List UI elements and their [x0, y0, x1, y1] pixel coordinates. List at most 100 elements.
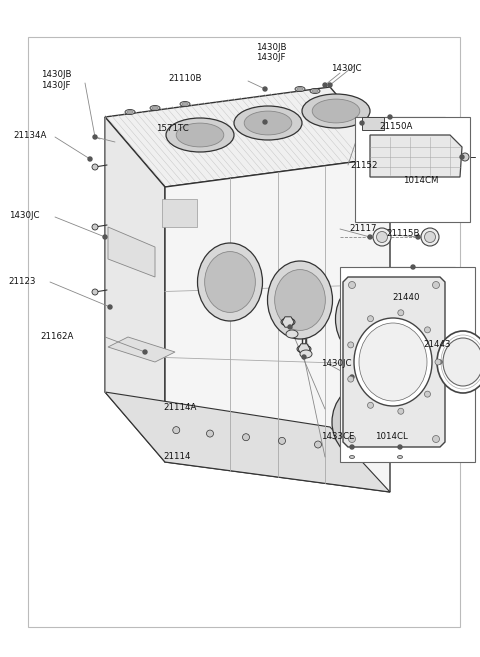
Polygon shape — [298, 344, 310, 354]
Ellipse shape — [424, 391, 431, 397]
Ellipse shape — [368, 316, 373, 322]
Circle shape — [323, 83, 327, 87]
Text: 21114: 21114 — [163, 452, 191, 461]
Circle shape — [438, 360, 442, 364]
Text: 1433CE: 1433CE — [321, 432, 354, 442]
Ellipse shape — [206, 430, 214, 437]
Circle shape — [368, 235, 372, 239]
Circle shape — [263, 120, 267, 124]
Circle shape — [143, 350, 147, 354]
Ellipse shape — [92, 224, 98, 230]
Ellipse shape — [312, 99, 360, 123]
Circle shape — [328, 83, 332, 87]
Polygon shape — [105, 87, 390, 187]
Ellipse shape — [281, 318, 295, 326]
Polygon shape — [105, 392, 390, 492]
Ellipse shape — [424, 231, 435, 242]
Ellipse shape — [443, 338, 480, 386]
Text: 1430JB
1430JF: 1430JB 1430JF — [256, 43, 287, 62]
Ellipse shape — [376, 231, 387, 242]
Circle shape — [350, 375, 354, 379]
Text: 21110B: 21110B — [168, 74, 202, 83]
Ellipse shape — [152, 106, 158, 110]
Text: 21150A: 21150A — [379, 122, 413, 131]
Ellipse shape — [435, 359, 441, 365]
Ellipse shape — [275, 269, 325, 330]
Ellipse shape — [348, 436, 356, 443]
Text: 21117: 21117 — [349, 224, 377, 233]
Ellipse shape — [92, 289, 98, 295]
Text: 21115B: 21115B — [386, 229, 420, 238]
Circle shape — [350, 445, 354, 449]
Text: 21114A: 21114A — [163, 403, 197, 412]
Ellipse shape — [348, 342, 354, 348]
Circle shape — [288, 325, 292, 329]
Ellipse shape — [348, 376, 354, 382]
Ellipse shape — [398, 309, 404, 316]
Ellipse shape — [332, 383, 404, 461]
Ellipse shape — [354, 318, 432, 406]
Ellipse shape — [204, 252, 255, 313]
Bar — [28, 37, 460, 627]
Ellipse shape — [92, 164, 98, 170]
Polygon shape — [343, 277, 445, 447]
Ellipse shape — [176, 123, 224, 147]
Text: 1014CL: 1014CL — [375, 432, 408, 442]
Ellipse shape — [125, 110, 135, 114]
Text: 21440: 21440 — [393, 293, 420, 302]
Polygon shape — [282, 317, 294, 327]
Ellipse shape — [312, 89, 318, 93]
Ellipse shape — [437, 331, 480, 393]
Circle shape — [360, 121, 364, 125]
Circle shape — [93, 135, 97, 139]
Text: 21134A: 21134A — [13, 131, 47, 141]
Bar — [340, 267, 475, 462]
Ellipse shape — [267, 261, 333, 339]
Ellipse shape — [349, 455, 355, 459]
Ellipse shape — [242, 434, 250, 441]
Polygon shape — [165, 157, 390, 492]
Ellipse shape — [180, 101, 190, 106]
Ellipse shape — [234, 106, 302, 140]
Ellipse shape — [341, 392, 395, 452]
Circle shape — [103, 235, 107, 239]
Bar — [162, 199, 197, 227]
Ellipse shape — [432, 281, 440, 288]
Ellipse shape — [286, 330, 298, 338]
Ellipse shape — [343, 288, 393, 350]
Ellipse shape — [297, 345, 311, 353]
Text: 21123: 21123 — [9, 277, 36, 286]
Ellipse shape — [244, 111, 292, 135]
Ellipse shape — [461, 153, 469, 161]
Ellipse shape — [127, 110, 133, 114]
Ellipse shape — [166, 118, 234, 152]
Circle shape — [88, 157, 92, 161]
Circle shape — [388, 115, 392, 119]
Ellipse shape — [421, 228, 439, 246]
Ellipse shape — [297, 87, 303, 91]
Circle shape — [302, 355, 306, 359]
Ellipse shape — [295, 87, 305, 91]
Circle shape — [460, 155, 464, 159]
Circle shape — [398, 445, 402, 449]
Ellipse shape — [300, 350, 312, 358]
Text: 1430JB
1430JF: 1430JB 1430JF — [41, 70, 72, 90]
Ellipse shape — [359, 323, 427, 401]
Text: 1430JC: 1430JC — [9, 211, 39, 220]
Polygon shape — [108, 227, 155, 277]
Ellipse shape — [314, 441, 322, 448]
Ellipse shape — [368, 402, 373, 408]
Circle shape — [416, 235, 420, 239]
Ellipse shape — [373, 228, 391, 246]
Ellipse shape — [398, 408, 404, 415]
Text: 21152: 21152 — [350, 161, 378, 170]
Text: 1571TC: 1571TC — [156, 124, 189, 133]
Bar — [355, 117, 470, 222]
Text: 1014CM: 1014CM — [403, 176, 439, 185]
Polygon shape — [105, 117, 165, 462]
Ellipse shape — [310, 89, 320, 93]
Polygon shape — [370, 135, 462, 177]
Text: 21443: 21443 — [423, 340, 451, 350]
Ellipse shape — [197, 243, 263, 321]
Text: 1430JC: 1430JC — [331, 64, 362, 74]
